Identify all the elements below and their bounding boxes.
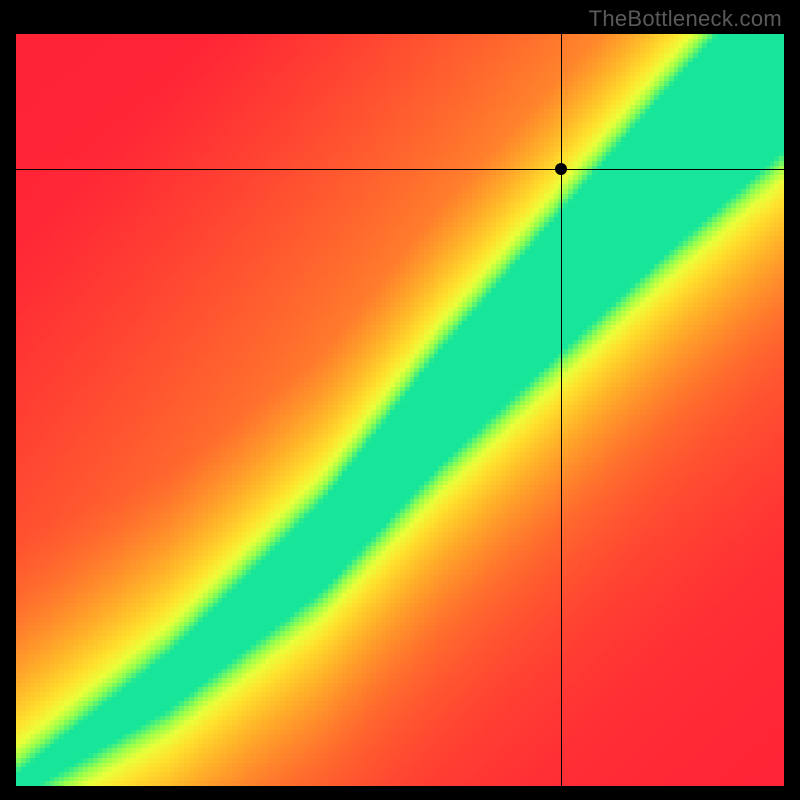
crosshair-vertical — [561, 34, 562, 786]
heatmap-canvas — [16, 34, 784, 786]
crosshair-horizontal — [16, 169, 784, 170]
watermark-text: TheBottleneck.com — [589, 6, 782, 32]
plot-area — [16, 34, 784, 786]
crosshair-marker — [555, 163, 567, 175]
